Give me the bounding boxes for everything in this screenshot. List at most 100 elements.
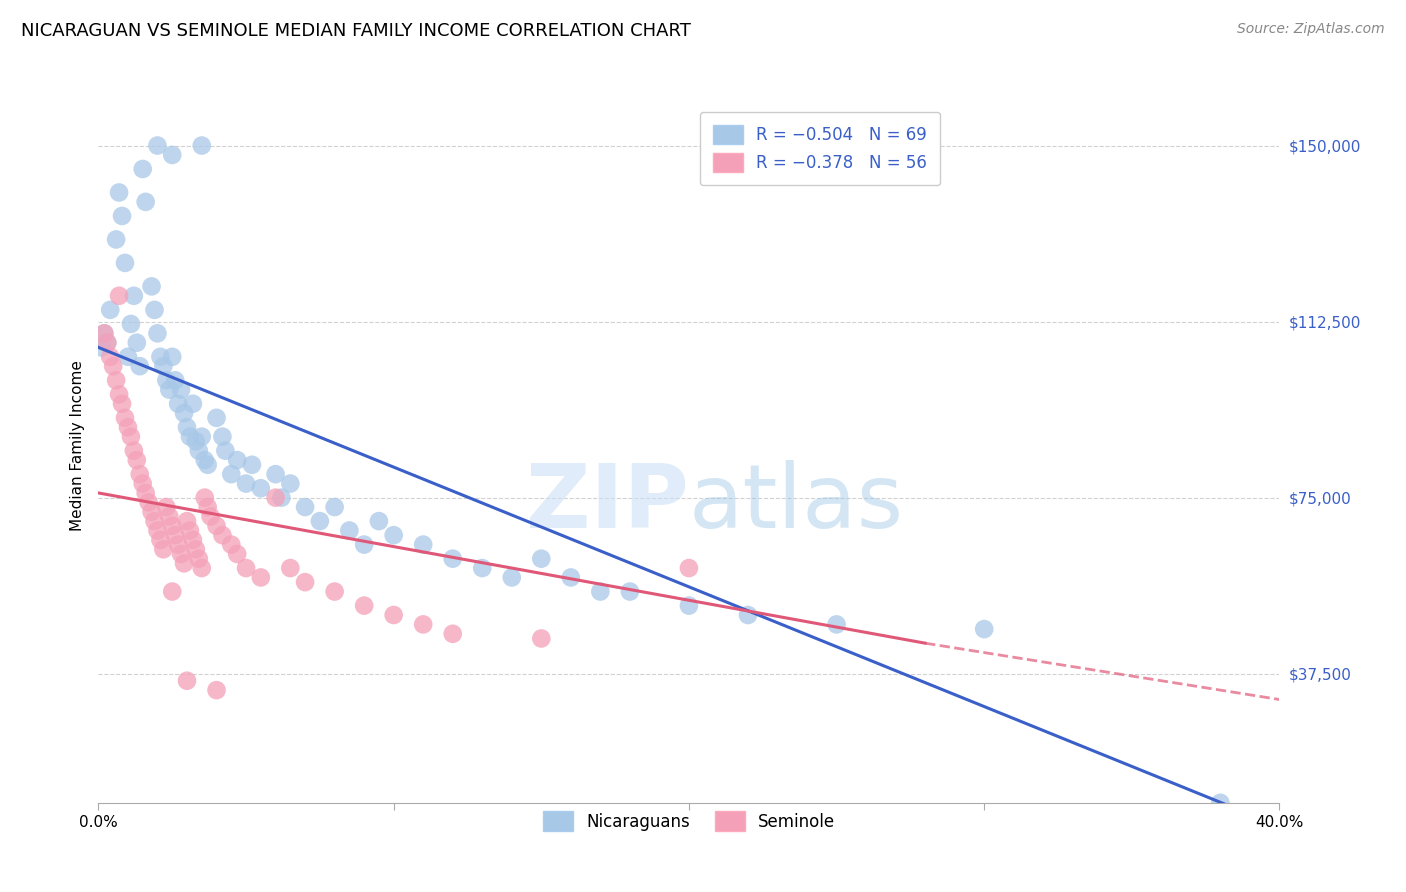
Point xyxy=(214,443,236,458)
Point xyxy=(194,453,217,467)
Point xyxy=(143,514,166,528)
Point xyxy=(170,383,193,397)
Point xyxy=(105,232,128,246)
Point xyxy=(98,350,121,364)
Point xyxy=(162,518,183,533)
Point xyxy=(441,551,464,566)
Point xyxy=(1209,796,1232,810)
Point xyxy=(412,538,434,552)
Y-axis label: Median Family Income: Median Family Income xyxy=(69,360,84,532)
Point xyxy=(179,429,201,443)
Point xyxy=(205,683,228,698)
Point xyxy=(323,584,346,599)
Point xyxy=(96,335,118,350)
Point xyxy=(120,317,142,331)
Point xyxy=(264,467,287,482)
Point xyxy=(93,326,115,341)
Point xyxy=(211,528,233,542)
Point xyxy=(368,514,391,528)
Point xyxy=(200,509,222,524)
Point xyxy=(441,627,464,641)
Text: Source: ZipAtlas.com: Source: ZipAtlas.com xyxy=(1237,22,1385,37)
Point xyxy=(221,467,243,482)
Point xyxy=(181,533,204,547)
Text: atlas: atlas xyxy=(689,459,904,547)
Point xyxy=(162,148,183,162)
Point xyxy=(117,350,139,364)
Point xyxy=(165,528,187,542)
Point xyxy=(111,209,134,223)
Point xyxy=(143,302,166,317)
Point xyxy=(191,138,214,153)
Point xyxy=(211,429,233,443)
Point xyxy=(187,443,209,458)
Text: NICARAGUAN VS SEMINOLE MEDIAN FAMILY INCOME CORRELATION CHART: NICARAGUAN VS SEMINOLE MEDIAN FAMILY INC… xyxy=(21,22,690,40)
Point xyxy=(184,542,207,557)
Point xyxy=(264,491,287,505)
Point xyxy=(122,443,145,458)
Point xyxy=(149,350,172,364)
Point xyxy=(678,599,700,613)
Point xyxy=(128,467,150,482)
Point xyxy=(194,491,217,505)
Point xyxy=(155,500,177,514)
Point xyxy=(125,335,148,350)
Point xyxy=(530,551,553,566)
Point xyxy=(157,383,180,397)
Point xyxy=(339,524,361,538)
Point xyxy=(98,302,121,317)
Point xyxy=(105,373,128,387)
Point xyxy=(108,186,131,200)
Point xyxy=(141,279,163,293)
Point xyxy=(250,570,273,584)
Point xyxy=(560,570,582,584)
Legend: Nicaraguans, Seminole: Nicaraguans, Seminole xyxy=(536,805,842,838)
Point xyxy=(197,458,219,472)
Point xyxy=(170,547,193,561)
Point xyxy=(382,607,405,622)
Point xyxy=(226,547,249,561)
Point xyxy=(132,161,155,176)
Point xyxy=(96,335,118,350)
Point xyxy=(114,256,136,270)
Point xyxy=(353,599,375,613)
Point xyxy=(167,538,190,552)
Point xyxy=(120,429,142,443)
Point xyxy=(173,406,195,420)
Point xyxy=(155,373,177,387)
Point xyxy=(187,551,209,566)
Point xyxy=(122,289,145,303)
Point xyxy=(197,500,219,514)
Point xyxy=(117,420,139,434)
Point xyxy=(149,533,172,547)
Point xyxy=(138,495,160,509)
Point xyxy=(501,570,523,584)
Point xyxy=(294,575,316,590)
Point xyxy=(162,350,183,364)
Point xyxy=(181,397,204,411)
Point xyxy=(176,420,198,434)
Point xyxy=(165,373,187,387)
Point xyxy=(412,617,434,632)
Point xyxy=(530,632,553,646)
Point xyxy=(135,486,157,500)
Point xyxy=(184,434,207,449)
Point xyxy=(240,458,263,472)
Point xyxy=(146,524,169,538)
Point xyxy=(294,500,316,514)
Point xyxy=(226,453,249,467)
Point xyxy=(309,514,332,528)
Point xyxy=(132,476,155,491)
Point xyxy=(221,538,243,552)
Point xyxy=(382,528,405,542)
Point xyxy=(108,387,131,401)
Point xyxy=(111,397,134,411)
Point xyxy=(205,410,228,425)
Point xyxy=(176,673,198,688)
Point xyxy=(250,481,273,495)
Point xyxy=(103,359,125,374)
Point xyxy=(146,138,169,153)
Point xyxy=(235,561,257,575)
Point xyxy=(125,453,148,467)
Point xyxy=(152,542,174,557)
